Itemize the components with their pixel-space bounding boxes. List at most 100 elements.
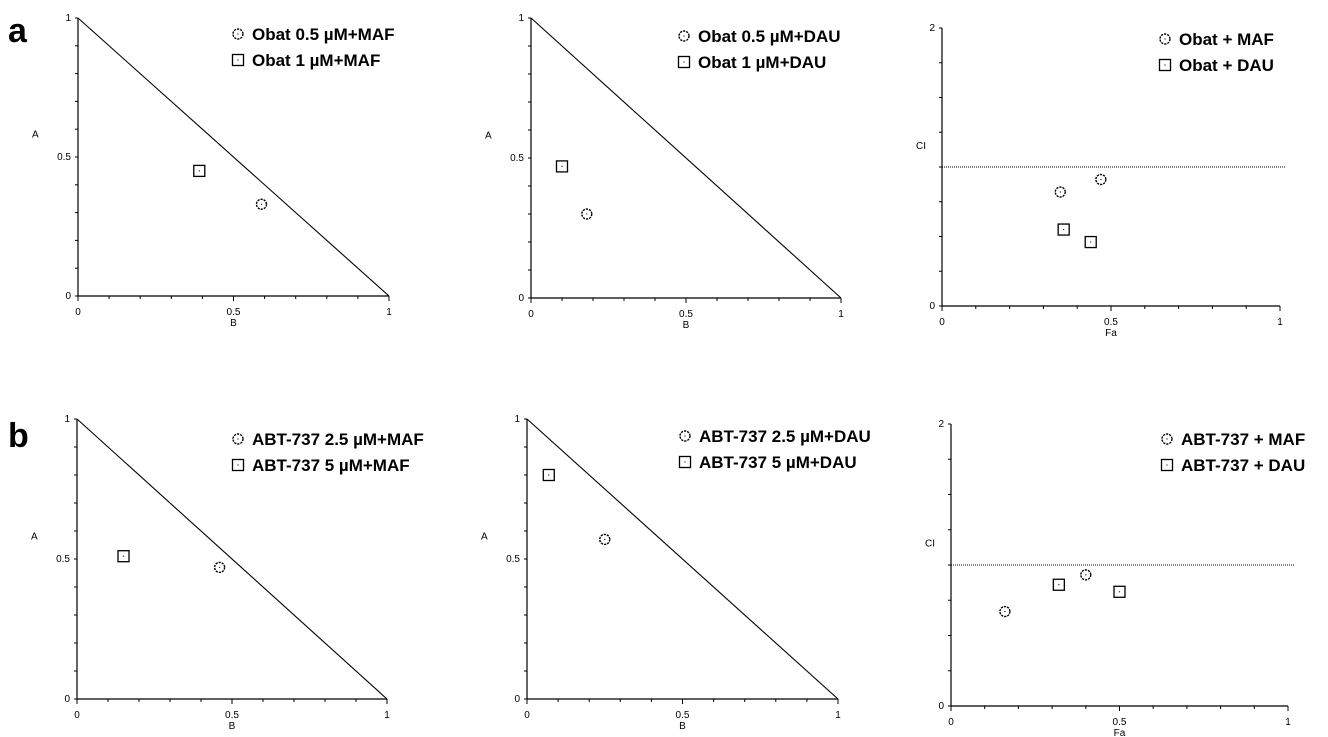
data-point-square-dot bbox=[198, 170, 200, 172]
legend-marker-circle-dot bbox=[1166, 438, 1168, 440]
x-tick-label: 1 bbox=[835, 710, 841, 721]
legend-label: ABT-737 2.5 µM+MAF bbox=[252, 430, 424, 449]
legend-label: Obat + MAF bbox=[1179, 30, 1274, 49]
data-point-square-dot bbox=[1063, 228, 1065, 231]
x-tick-label: 0 bbox=[939, 317, 945, 328]
additivity-line bbox=[76, 418, 388, 700]
legend-label: ABT-737 5 µM+MAF bbox=[252, 456, 410, 475]
y-tick-label: 0 bbox=[929, 301, 935, 312]
legend-label: Obat 1 µM+MAF bbox=[252, 51, 380, 70]
x-tick-label: 1 bbox=[386, 307, 392, 318]
y-axis-title: A bbox=[481, 531, 488, 542]
chart-b-3: 0 0.5 1 0 2 Fa CI ABT-737 + MAF ABT-737 + DAU bbox=[925, 419, 1305, 737]
x-tick-label: 0 bbox=[528, 309, 534, 320]
y-tick-label: 0.5 bbox=[510, 153, 524, 164]
data-point-circle-dot bbox=[1100, 178, 1102, 181]
x-tick-label: 0 bbox=[75, 307, 81, 318]
y-tick-label: 0 bbox=[938, 701, 944, 712]
data-point-circle-dot bbox=[1085, 574, 1087, 576]
data-point-circle-dot bbox=[219, 566, 221, 569]
x-tick-label: 1 bbox=[838, 309, 844, 320]
data-point-square-dot bbox=[122, 555, 125, 557]
data-point-circle-dot bbox=[604, 538, 606, 541]
data-point-square-dot bbox=[1090, 241, 1092, 243]
data-point-square-dot bbox=[561, 165, 563, 167]
legend-label: ABT-737 + DAU bbox=[1181, 456, 1305, 475]
chart-b-1: 0 0.5 1 0 0.5 1 B A ABT-737 2.5 µM+MAF ABT-737 5 … bbox=[31, 414, 424, 732]
legend-marker-circle-dot bbox=[237, 33, 239, 35]
legend-label: Obat 1 µM+DAU bbox=[698, 53, 826, 72]
y-axis-title: CI bbox=[925, 539, 935, 550]
panel-letter-b: b bbox=[8, 417, 29, 455]
legend-label: Obat 0.5 µM+MAF bbox=[252, 25, 395, 44]
data-point-circle-dot bbox=[586, 213, 588, 215]
x-axis-title: B bbox=[229, 721, 236, 732]
y-axis-title: CI bbox=[916, 141, 926, 152]
y-tick-label: 0.5 bbox=[506, 554, 520, 565]
x-tick-label: 0 bbox=[74, 710, 80, 721]
data-point-square-dot bbox=[548, 474, 550, 476]
chart-a-1: 0 0.5 1 0 0.5 1 B A Obat 0.5 µM+MAF Obat 1 µM+MAF bbox=[32, 13, 395, 329]
data-point-square-dot bbox=[1058, 584, 1060, 586]
x-tick-label: 0.5 bbox=[1113, 717, 1127, 728]
y-tick-label: 1 bbox=[64, 414, 70, 425]
legend-marker-circle-dot bbox=[237, 438, 239, 440]
y-axis-title: A bbox=[32, 130, 39, 141]
chart-a-2: 0 0.5 1 0 0.5 1 B A Obat 0.5 µM+DAU Obat 1 µM+DAU bbox=[485, 13, 844, 331]
x-tick-label: 0 bbox=[524, 710, 530, 721]
y-tick-label: 0 bbox=[514, 694, 520, 705]
y-axis-title: A bbox=[31, 531, 38, 542]
legend-label: Obat + DAU bbox=[1179, 56, 1274, 75]
x-tick-label: 1 bbox=[1277, 317, 1283, 328]
y-tick-label: 0 bbox=[518, 293, 524, 304]
y-axis-title: A bbox=[485, 130, 492, 141]
legend-marker-square-dot bbox=[684, 461, 686, 463]
legend-label: ABT-737 2.5 µM+DAU bbox=[699, 427, 871, 446]
x-tick-label: 0.5 bbox=[1104, 317, 1118, 328]
legend-marker-circle-dot bbox=[1164, 38, 1166, 40]
legend-marker-circle-dot bbox=[684, 435, 686, 437]
x-tick-label: 0 bbox=[948, 717, 954, 728]
x-axis-title: B bbox=[683, 320, 690, 331]
y-tick-label: 1 bbox=[65, 13, 71, 24]
legend-label: ABT-737 + MAF bbox=[1181, 430, 1305, 449]
legend-marker-circle-dot bbox=[683, 35, 685, 37]
y-tick-label: 2 bbox=[929, 23, 935, 34]
x-tick-label: 0.5 bbox=[225, 710, 239, 721]
y-tick-label: 0.5 bbox=[56, 554, 70, 565]
legend-marker-square-dot bbox=[237, 59, 239, 61]
x-tick-label: 0.5 bbox=[676, 710, 690, 721]
additivity-line bbox=[530, 17, 842, 299]
chart-a-3: 0 0.5 1 0 2 Fa CI Obat + MAF Obat + DAU bbox=[916, 23, 1286, 339]
legend-label: Obat 0.5 µM+DAU bbox=[698, 27, 841, 46]
legend-marker-square-dot bbox=[1164, 64, 1166, 66]
x-tick-label: 1 bbox=[384, 710, 390, 721]
x-tick-label: 1 bbox=[1285, 717, 1291, 728]
x-axis-title: B bbox=[230, 318, 237, 329]
data-point-circle-dot bbox=[1004, 610, 1006, 613]
x-axis-title: Fa bbox=[1114, 728, 1126, 737]
charts-group: 0 0.5 1 0 0.5 1 B A Obat 0.5 µM+MAF Obat 1 µM+MAF… bbox=[31, 13, 1305, 737]
x-axis-title: Fa bbox=[1105, 328, 1117, 339]
panel-letter-a: a bbox=[8, 12, 28, 50]
legend-marker-square-dot bbox=[683, 61, 685, 63]
y-tick-label: 1 bbox=[518, 13, 524, 24]
x-axis-title: B bbox=[679, 721, 686, 732]
y-tick-label: 2 bbox=[938, 419, 944, 430]
legend-marker-square-dot bbox=[237, 464, 239, 466]
data-point-circle-dot bbox=[1059, 191, 1061, 193]
x-tick-label: 0.5 bbox=[227, 307, 241, 318]
y-tick-label: 0 bbox=[64, 694, 70, 705]
additivity-line bbox=[526, 418, 839, 700]
legend-label: ABT-737 5 µM+DAU bbox=[699, 453, 857, 472]
x-tick-label: 0.5 bbox=[679, 309, 693, 320]
data-point-square-dot bbox=[1118, 591, 1121, 593]
y-tick-label: 0.5 bbox=[57, 152, 71, 163]
legend-marker-square-dot bbox=[1166, 464, 1168, 466]
y-tick-label: 0 bbox=[65, 291, 71, 302]
y-tick-label: 1 bbox=[514, 414, 520, 425]
additivity-line bbox=[77, 17, 390, 297]
chart-b-2: 0 0.5 1 0 0.5 1 B A ABT-737 2.5 µM+DAU ABT-737 5 … bbox=[481, 414, 871, 732]
data-point-circle-dot bbox=[260, 203, 263, 205]
